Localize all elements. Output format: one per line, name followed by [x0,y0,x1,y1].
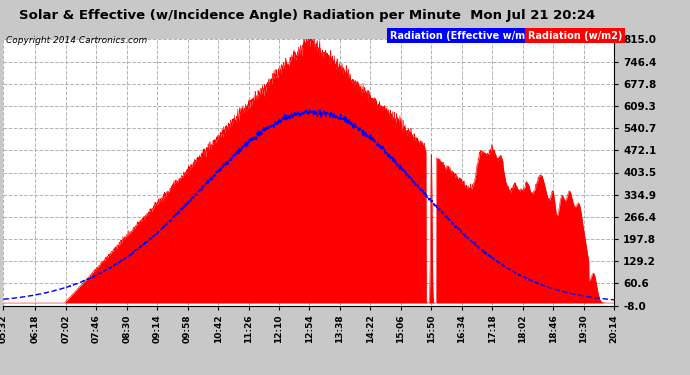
Text: Radiation (w/m2): Radiation (w/m2) [528,31,622,40]
Text: Radiation (Effective w/m2): Radiation (Effective w/m2) [390,31,536,40]
Text: Copyright 2014 Cartronics.com: Copyright 2014 Cartronics.com [6,36,147,45]
Text: Solar & Effective (w/Incidence Angle) Radiation per Minute  Mon Jul 21 20:24: Solar & Effective (w/Incidence Angle) Ra… [19,9,595,22]
